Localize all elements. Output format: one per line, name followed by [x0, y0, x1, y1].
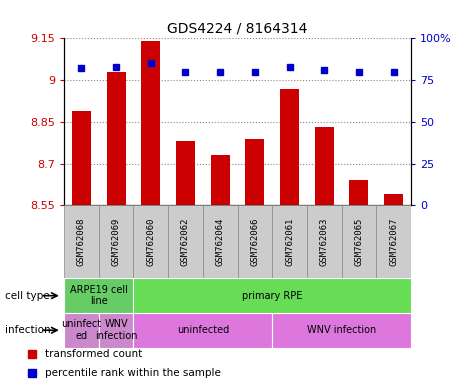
Bar: [272, 205, 307, 278]
Bar: [64, 205, 99, 278]
Bar: [314, 127, 334, 205]
Bar: [342, 205, 376, 278]
Text: GSM762062: GSM762062: [181, 218, 190, 266]
Text: GSM762061: GSM762061: [285, 218, 294, 266]
Text: WNV
infection: WNV infection: [95, 319, 137, 341]
Bar: [210, 156, 230, 205]
Bar: [64, 313, 99, 348]
Bar: [133, 313, 272, 348]
Text: percentile rank within the sample: percentile rank within the sample: [45, 367, 221, 377]
Bar: [106, 72, 126, 205]
Text: GSM762068: GSM762068: [77, 218, 86, 266]
Text: GSM762069: GSM762069: [112, 218, 121, 266]
Bar: [133, 205, 168, 278]
Bar: [176, 141, 195, 205]
Text: ARPE19 cell
line: ARPE19 cell line: [70, 285, 128, 306]
Text: uninfect
ed: uninfect ed: [61, 319, 102, 341]
Bar: [99, 205, 133, 278]
Bar: [133, 278, 411, 313]
Text: infection: infection: [5, 325, 50, 335]
Text: GSM762060: GSM762060: [146, 218, 155, 266]
Bar: [307, 205, 342, 278]
Bar: [384, 194, 403, 205]
Bar: [238, 205, 272, 278]
Bar: [349, 180, 369, 205]
Bar: [99, 313, 133, 348]
Bar: [376, 205, 411, 278]
Text: GSM762066: GSM762066: [250, 218, 259, 266]
Text: GSM762063: GSM762063: [320, 218, 329, 266]
Bar: [168, 205, 203, 278]
Text: transformed count: transformed count: [45, 349, 142, 359]
Text: GSM762067: GSM762067: [389, 218, 398, 266]
Text: uninfected: uninfected: [177, 325, 229, 335]
Text: GSM762064: GSM762064: [216, 218, 225, 266]
Text: cell type: cell type: [5, 291, 49, 301]
Title: GDS4224 / 8164314: GDS4224 / 8164314: [167, 22, 308, 36]
Bar: [280, 89, 299, 205]
Bar: [72, 111, 91, 205]
Text: GSM762065: GSM762065: [354, 218, 363, 266]
Bar: [245, 139, 265, 205]
Bar: [64, 278, 133, 313]
Bar: [141, 41, 161, 205]
Text: primary RPE: primary RPE: [242, 291, 303, 301]
Bar: [203, 205, 238, 278]
Text: WNV infection: WNV infection: [307, 325, 376, 335]
Bar: [272, 313, 411, 348]
